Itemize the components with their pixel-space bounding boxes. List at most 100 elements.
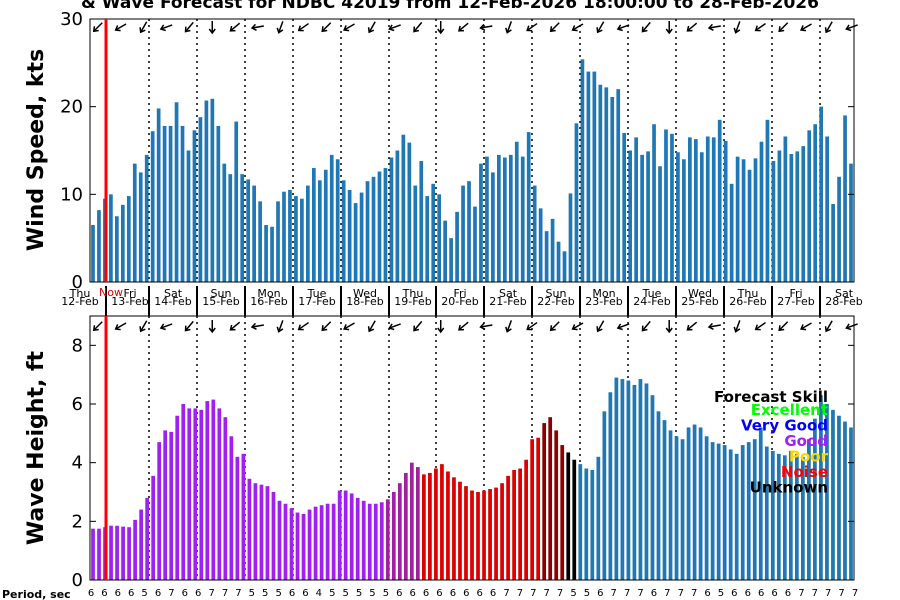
wave-bar (530, 439, 535, 580)
wind-bar (843, 115, 847, 282)
direction-arrow (229, 22, 241, 32)
day-date-label: 26-Feb (729, 295, 766, 308)
direction-arrow (686, 321, 698, 331)
wind-bar (783, 136, 788, 282)
wind-bar (246, 179, 251, 282)
wave-bar (307, 509, 312, 580)
period-tick-label: 5 (275, 588, 281, 599)
wind-bar (198, 117, 203, 282)
period-tick-label: 7 (852, 588, 858, 599)
wave-bar (97, 528, 101, 580)
wave-bar (235, 456, 240, 580)
day-name-label: Sun (546, 287, 567, 300)
period-tick-label: 6 (128, 588, 134, 599)
wave-bar (764, 446, 769, 580)
y-tick-label: 0 (72, 570, 83, 591)
wind-bar (425, 196, 430, 282)
wave-bar (205, 401, 210, 580)
wave-bar (602, 411, 607, 580)
wave-bar (397, 483, 402, 580)
wind-bar (526, 132, 531, 282)
wind-bar (556, 241, 561, 282)
wave-ylabel: Wave Height, ft (24, 350, 49, 545)
direction-arrow (321, 22, 332, 33)
direction-arrow (276, 320, 284, 333)
wind-bar (294, 196, 298, 282)
wave-bar (662, 420, 667, 580)
wind-speed-panel: Thu12-FebFri13-FebSat14-FebSun15-FebMon1… (24, 9, 863, 316)
direction-arrow (321, 321, 332, 332)
day-date-label: 13-Feb (111, 295, 148, 308)
wind-bar (216, 125, 221, 282)
period-tick-label: 7 (557, 588, 563, 599)
wave-bar (482, 490, 486, 580)
wave-bar (181, 404, 186, 580)
wave-bar (596, 456, 601, 580)
wave-bar (734, 453, 739, 580)
wave-bar (91, 528, 95, 580)
wave-bar (536, 437, 541, 580)
direction-arrow (754, 321, 766, 331)
period-tick-label: 6 (423, 588, 429, 599)
wave-bar (121, 526, 125, 580)
wind-bar (819, 106, 824, 283)
wind-bar (180, 125, 185, 282)
period-tick-label: 6 (409, 588, 415, 599)
wind-bar (789, 154, 794, 282)
period-tick-label: 5 (329, 588, 335, 599)
wind-bar (138, 172, 143, 282)
wind-bar (210, 98, 215, 282)
wind-bar (455, 211, 459, 282)
wave-bar (849, 427, 853, 580)
wave-bar (115, 525, 119, 580)
period-tick-label: 4 (316, 588, 322, 599)
wind-bar (628, 150, 633, 282)
direction-arrow (458, 22, 469, 32)
wind-bar (258, 201, 262, 282)
wave-bar (313, 506, 318, 580)
period-tick-label: 6 (758, 588, 764, 599)
direction-arrow (665, 21, 673, 35)
wave-bar (608, 392, 613, 580)
direction-arrow (159, 323, 173, 331)
wave-bar (578, 464, 583, 580)
legend-title: Forecast Skill (714, 388, 828, 406)
wave-bar (145, 497, 150, 580)
direction-arrow (824, 21, 833, 34)
day-date-label: 22-Feb (537, 295, 574, 308)
wave-bar (163, 430, 168, 580)
wave-bar (716, 443, 721, 580)
wind-bar (174, 102, 179, 283)
period-tick-label: 7 (517, 588, 523, 599)
wave-bar (247, 478, 252, 580)
day-date-label: 21-Feb (489, 295, 526, 308)
wind-bar (717, 119, 722, 282)
wave-bar (289, 508, 294, 580)
wind-bar (407, 142, 412, 282)
wind-bar (771, 161, 776, 282)
direction-arrow (707, 23, 721, 31)
wind-bar (300, 198, 304, 282)
y-tick-label: 10 (60, 184, 83, 205)
wind-bar (126, 196, 131, 282)
period-tick-label: 6 (731, 588, 737, 599)
wave-bar (229, 436, 234, 580)
wave-bar (452, 477, 456, 580)
wave-bar (500, 483, 504, 580)
wind-bar (192, 130, 197, 282)
wave-bar (109, 525, 113, 580)
wind-bar (383, 168, 388, 282)
wave-bar (843, 421, 847, 580)
wind-bar (485, 156, 489, 282)
wind-bar (592, 71, 597, 282)
direction-arrow (778, 22, 789, 33)
period-tick-label: 5 (369, 588, 375, 599)
period-tick-label: 6 (785, 588, 791, 599)
wind-bar (473, 206, 477, 282)
wave-bar (584, 468, 589, 580)
wave-bar (337, 490, 342, 580)
wind-bar (502, 157, 507, 282)
direction-arrow (845, 24, 858, 32)
